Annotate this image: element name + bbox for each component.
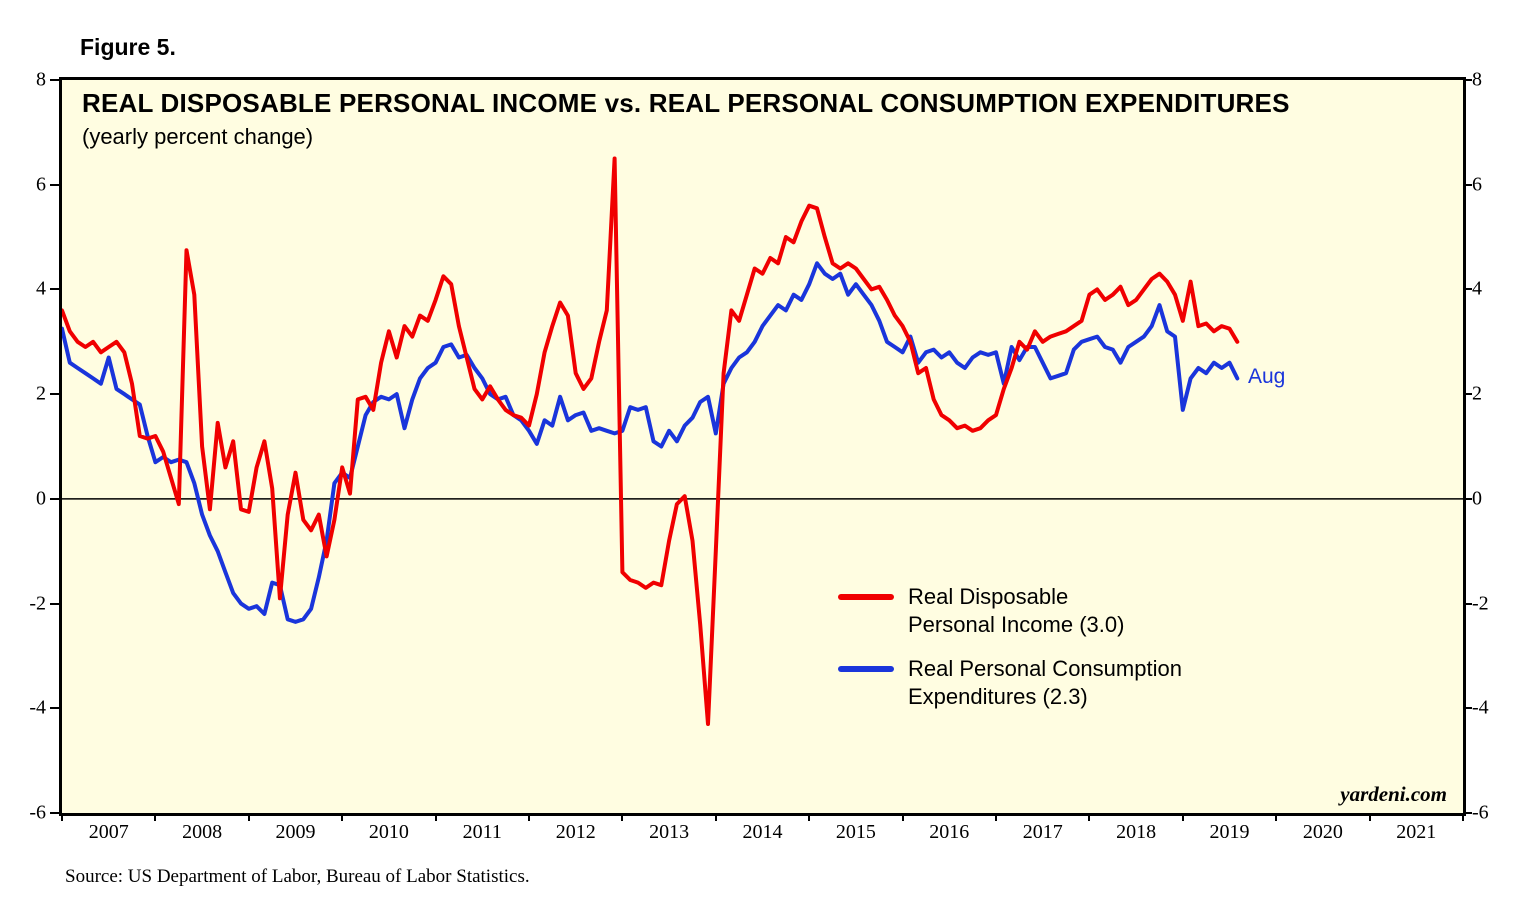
y-axis-label-right: 8: [1472, 68, 1482, 91]
x-axis-tick: [714, 813, 717, 821]
x-axis-tick: [341, 813, 344, 821]
series-line-real-personal-consumption-expenditures: [62, 261, 1240, 624]
y-axis-tick-right: [1463, 497, 1472, 500]
chart-subtitle: (yearly percent change): [82, 124, 314, 149]
y-axis-tick-left: [50, 602, 59, 605]
legend-label: Real Disposable Personal Income (3.0): [908, 583, 1124, 639]
y-axis-tick-left: [50, 79, 59, 81]
y-axis-label-left: -2: [29, 592, 46, 615]
x-axis-label: 2019: [1209, 821, 1250, 843]
x-axis-label: 2014: [742, 821, 783, 843]
legend-label: Real Personal Consumption Expenditures (…: [908, 655, 1182, 711]
y-axis-label-right: -4: [1472, 696, 1489, 719]
legend-item-real-personal-consumption-expenditures: Real Personal Consumption Expenditures (…: [838, 655, 1182, 711]
y-axis-label-right: -6: [1472, 801, 1489, 824]
x-axis-label: 2011: [462, 821, 502, 843]
y-axis-label-right: -2: [1472, 592, 1489, 615]
legend-label-line2: Personal Income (3.0): [908, 612, 1125, 638]
x-axis-tick: [621, 813, 624, 821]
watermark-yardeni: yardeni.com: [1340, 782, 1447, 806]
y-axis-tick-right: [1463, 812, 1472, 814]
x-axis-tick: [1275, 813, 1278, 821]
x-axis-label: 2009: [275, 821, 316, 843]
legend-label-line2: Expenditures (2.3): [908, 684, 1088, 710]
x-axis-tick: [1462, 813, 1464, 821]
y-axis-tick-left: [50, 812, 59, 814]
y-axis-label-left: -4: [29, 696, 46, 719]
x-axis-label: 2015: [835, 821, 876, 843]
x-axis-label: 2008: [182, 821, 223, 843]
y-axis-tick-left: [50, 707, 59, 710]
x-axis-tick: [154, 813, 157, 821]
x-axis-label: 2018: [1116, 821, 1157, 843]
x-axis-label: 2020: [1302, 821, 1343, 843]
x-axis-label: 2013: [649, 821, 690, 843]
legend-label-line1: Real Disposable: [908, 584, 1069, 609]
y-axis-label-right: 6: [1472, 173, 1482, 196]
y-axis-label-right: 2: [1472, 382, 1482, 405]
legend-line-swatch-red: [838, 594, 894, 600]
legend-label-line1: Real Personal Consumption: [908, 656, 1182, 682]
y-axis-tick-right: [1463, 79, 1472, 81]
y-axis-tick-right: [1463, 288, 1472, 291]
x-axis-tick: [1181, 813, 1184, 821]
x-axis-tick: [808, 813, 811, 821]
y-axis-tick-right: [1463, 602, 1472, 605]
y-axis-label-left: 2: [36, 382, 46, 405]
plot-canvas: [62, 156, 1463, 726]
chart-frame: REAL DISPOSABLE PERSONAL INCOME vs. REAL…: [59, 77, 1466, 816]
legend: Real Disposable Personal Income (3.0) Re…: [838, 583, 1182, 712]
y-axis-tick-left: [50, 288, 59, 291]
x-axis-tick: [528, 813, 530, 821]
y-axis-tick-right: [1463, 393, 1472, 396]
y-axis-label-left: 4: [36, 277, 46, 300]
chart-title: REAL DISPOSABLE PERSONAL INCOME vs. REAL…: [82, 88, 1290, 118]
y-axis-label-left: -6: [29, 801, 46, 824]
series-end-label-aug: Aug: [1248, 365, 1286, 388]
x-axis-tick: [995, 813, 997, 821]
x-axis-label: 2016: [929, 821, 970, 843]
figure-label: Figure 5.: [80, 34, 176, 60]
x-axis-label: 2010: [368, 821, 409, 843]
source-note: Source: US Department of Labor, Bureau o…: [65, 866, 530, 887]
legend-item-real-disposable-personal-income: Real Disposable Personal Income (3.0): [838, 583, 1182, 639]
x-axis-tick: [61, 813, 63, 821]
x-axis-label: 2017: [1022, 821, 1063, 843]
y-axis-label-right: 4: [1472, 277, 1482, 300]
legend-line-swatch-blue: [838, 666, 894, 673]
y-axis-tick-left: [50, 497, 59, 500]
x-axis-label: 2012: [555, 821, 596, 843]
x-axis-label: 2021: [1396, 821, 1437, 843]
y-axis-tick-right: [1463, 183, 1472, 186]
y-axis-tick-right: [1463, 707, 1472, 710]
y-axis-tick-left: [50, 393, 59, 396]
series-line-real-disposable-personal-income: [62, 156, 1240, 726]
x-axis-label: 2007: [88, 821, 129, 843]
x-axis-tick: [901, 813, 904, 821]
x-axis-tick: [434, 813, 437, 821]
y-axis-label-left: 8: [36, 68, 46, 91]
x-axis-tick: [247, 813, 250, 821]
y-axis-label-left: 6: [36, 173, 46, 196]
y-axis-tick-left: [50, 183, 59, 186]
x-axis-tick: [1088, 813, 1091, 821]
x-axis-tick: [1368, 813, 1371, 821]
y-axis-label-left: 0: [36, 487, 46, 510]
y-axis-label-right: 0: [1472, 487, 1482, 510]
